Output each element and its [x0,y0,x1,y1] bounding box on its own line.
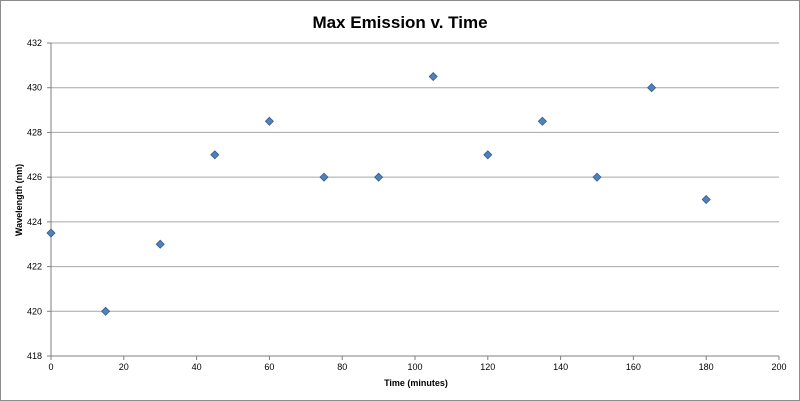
x-tick-label: 60 [264,362,274,372]
data-point [374,172,384,182]
x-tick-label: 20 [119,362,129,372]
x-tick-label: 120 [480,362,495,372]
y-axis-label: Wavelength (nm) [14,164,24,236]
data-point [210,150,220,160]
data-point [46,228,56,238]
x-tick-label: 100 [407,362,422,372]
x-tick-label: 180 [699,362,714,372]
y-tick-label: 420 [27,306,42,316]
y-tick-label: 428 [27,127,42,137]
x-tick-label: 160 [626,362,641,372]
gridlines [51,42,779,312]
y-tick-label: 430 [27,83,42,93]
data-point [319,172,329,182]
x-tick-label: 140 [553,362,568,372]
data-points [46,71,711,316]
x-tick-label: 80 [337,362,347,372]
x-tick-label: 0 [48,362,53,372]
y-tick-label: 424 [27,217,42,227]
x-tick-labels: 0 20 40 60 80 100 120 140 160 180 200 [48,362,786,372]
chart-title: Max Emission v. Time [312,13,487,32]
data-point [537,116,547,126]
x-axis-label: Time (minutes) [384,378,448,388]
y-tick-label: 422 [27,262,42,272]
y-tick-label: 432 [27,38,42,48]
data-point [155,239,165,249]
x-tick-label: 200 [771,362,786,372]
x-tick-label: 40 [192,362,202,372]
data-point [101,306,111,316]
data-point [647,83,657,93]
data-point [592,172,602,182]
y-tick-labels: 418 420 422 424 426 428 430 432 [27,38,42,361]
y-tick-label: 418 [27,351,42,361]
data-point [428,71,438,82]
y-tick-label: 426 [27,172,42,182]
axes [47,42,780,360]
data-point [483,150,493,160]
data-point [701,194,711,205]
data-point [264,116,274,126]
